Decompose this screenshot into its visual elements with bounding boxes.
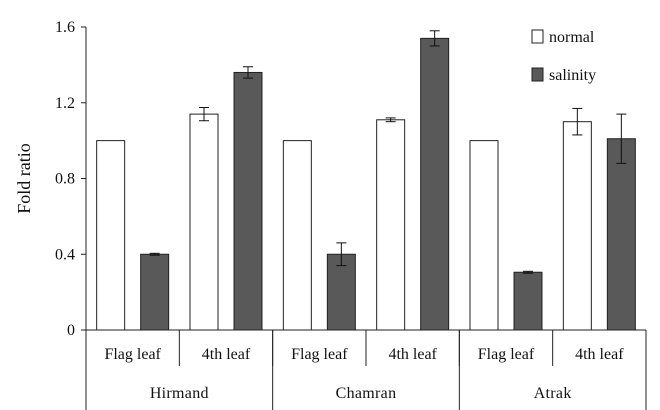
y-tick-label: 0.8	[55, 171, 75, 188]
bar-normal	[376, 119, 406, 331]
axes	[81, 26, 647, 410]
bar-normal	[469, 140, 499, 331]
bars	[96, 30, 636, 331]
bar-salinity	[513, 271, 543, 331]
bar-normal	[96, 140, 126, 331]
legend-label-normal: normal	[549, 29, 595, 46]
group-label: Atrak	[534, 385, 572, 402]
y-axis-title: Fold ratio	[14, 143, 34, 214]
legend-swatch-salinity	[531, 67, 544, 82]
bar-salinity	[420, 37, 450, 331]
category-label: Flag leaf	[291, 346, 348, 363]
group-label: Hirmand	[150, 385, 209, 402]
legend-label-salinity: salinity	[549, 67, 596, 84]
category-label: 4th leaf	[388, 346, 437, 363]
bar-salinity	[233, 71, 263, 331]
y-tick-label: 1.2	[55, 95, 75, 112]
category-label: Flag leaf	[478, 346, 535, 363]
category-label: 4th leaf	[202, 346, 251, 363]
bar-salinity	[140, 253, 170, 331]
y-tick-label: 1.6	[55, 19, 75, 36]
category-label: Flag leaf	[104, 346, 161, 363]
bar-salinity	[326, 253, 356, 331]
bar-normal	[189, 113, 219, 331]
bar-normal	[562, 121, 592, 331]
legend-swatch-normal	[531, 29, 544, 44]
y-tick-label: 0	[67, 322, 75, 339]
legend: normal salinity	[531, 29, 596, 84]
labels: 0 0.4 0.8 1.2 1.6 Fold ratio Flag leaf 4th leaf…	[14, 19, 624, 402]
category-label: 4th leaf	[575, 346, 624, 363]
bar-salinity	[606, 138, 636, 331]
y-tick-label: 0.4	[55, 246, 75, 263]
group-label: Chamran	[336, 385, 397, 402]
bar-normal	[282, 140, 312, 331]
